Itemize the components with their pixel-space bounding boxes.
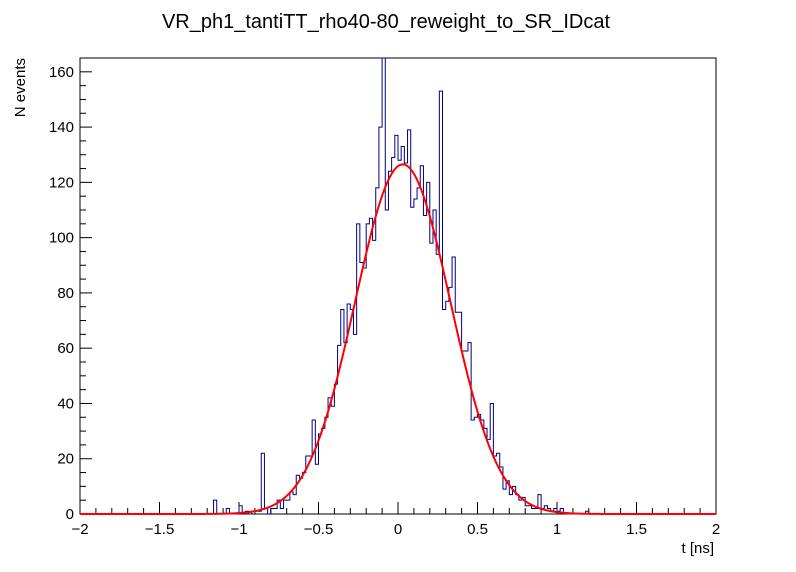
y-tick-label: 80 <box>57 285 74 302</box>
y-axis-ticks <box>80 57 92 515</box>
x-tick-label: −2 <box>71 521 88 538</box>
x-axis-label: t [ns] <box>681 540 714 557</box>
x-axis-ticks <box>79 502 717 514</box>
y-tick-label: 140 <box>49 119 74 136</box>
y-tick-label: 40 <box>57 395 74 412</box>
gaussian-fit-curve <box>80 163 716 515</box>
y-axis-tick-labels: 0 20 40 60 80 100 120 140 160 <box>49 64 74 523</box>
x-tick-label: 0.5 <box>467 521 488 538</box>
y-tick-label: 100 <box>49 230 74 247</box>
histogram-series <box>80 57 716 515</box>
x-tick-label: 1.5 <box>626 521 647 538</box>
y-tick-label: 60 <box>57 340 74 357</box>
x-tick-label: 0 <box>394 521 402 538</box>
y-tick-label: 120 <box>49 174 74 191</box>
y-tick-label: 20 <box>57 451 74 468</box>
y-axis-label: N events <box>12 58 29 117</box>
y-tick-label: 160 <box>49 64 74 81</box>
x-axis-tick-labels: −2 −1.5 −1 −0.5 0 0.5 1 1.5 2 <box>71 521 720 538</box>
x-tick-label: −1 <box>230 521 247 538</box>
x-tick-label: 1 <box>553 521 561 538</box>
plot-frame <box>79 57 717 515</box>
x-tick-label: 2 <box>712 521 720 538</box>
x-tick-label: −0.5 <box>304 521 334 538</box>
y-tick-label: 0 <box>66 506 74 523</box>
x-tick-label: −1.5 <box>145 521 175 538</box>
chart-title: VR_ph1_tantiTT_rho40-80_reweight_to_SR_I… <box>162 11 610 33</box>
